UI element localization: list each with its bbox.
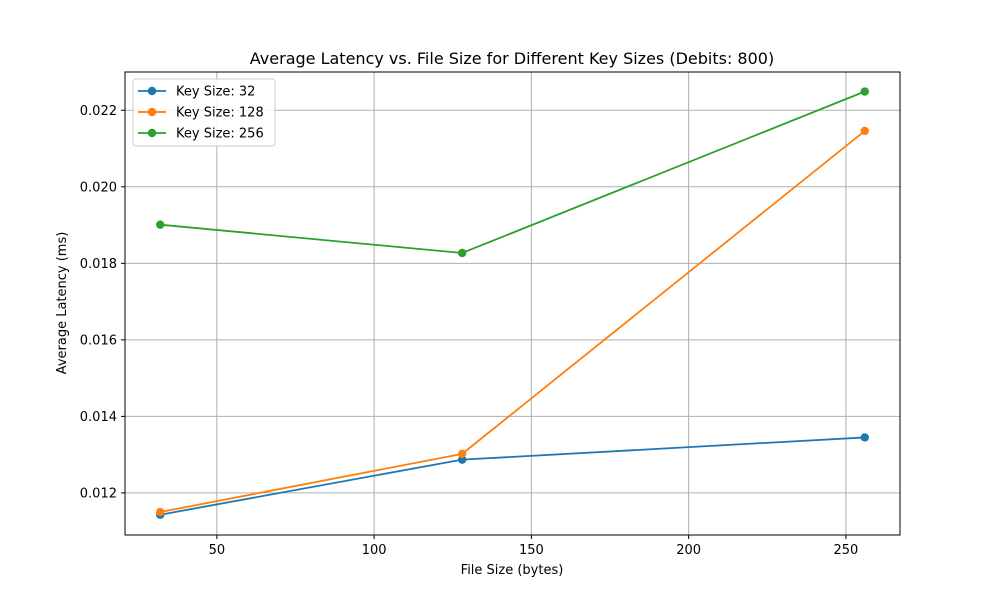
y-tick-label: 0.012 [80,486,117,501]
data-point [457,248,467,258]
series-3 [156,87,869,258]
legend-label: Key Size: 256 [176,127,264,142]
x-tick-label: 200 [676,543,701,558]
y-tick-label: 0.018 [80,257,117,272]
x-tick-label: 250 [833,543,858,558]
x-tick-label: 50 [209,543,226,558]
chart-title: Average Latency vs. File Size for Differ… [250,49,774,68]
data-point [860,433,869,442]
data-point [457,449,467,459]
legend: Key Size: 32 Key Size: 128 Key Size: 256 [132,78,276,147]
legend-item: Key Size: 128 [138,106,264,121]
y-tick-label: 0.022 [80,104,117,119]
x-axis-label: File Size (bytes) [461,563,564,578]
axis-ticks: 50 100 150 200 250 0.012 0.014 0.016 0.018 0.020 0… [80,104,859,558]
legend-label: Key Size: 32 [176,85,255,100]
series-layer [156,87,869,519]
x-tick-label: 150 [519,543,544,558]
data-point [457,455,467,464]
legend-marker [147,86,157,96]
data-point [860,126,869,136]
y-axis-label: Average Latency (ms) [55,232,70,375]
series-2 [156,126,869,517]
grid [125,72,900,535]
legend-label: Key Size: 128 [176,106,264,121]
legend-marker [147,107,157,117]
data-point [860,87,869,96]
data-point [156,220,165,229]
data-point [156,507,165,517]
plot-area-frame [124,71,901,536]
legend-marker [147,128,157,138]
legend-box [132,78,276,147]
legend-item: Key Size: 32 [138,85,255,100]
x-tick-label: 100 [362,543,387,558]
legend-item: Key Size: 256 [138,127,264,142]
y-tick-label: 0.020 [80,180,117,195]
y-tick-label: 0.016 [80,333,117,348]
y-tick-label: 0.014 [80,410,117,425]
